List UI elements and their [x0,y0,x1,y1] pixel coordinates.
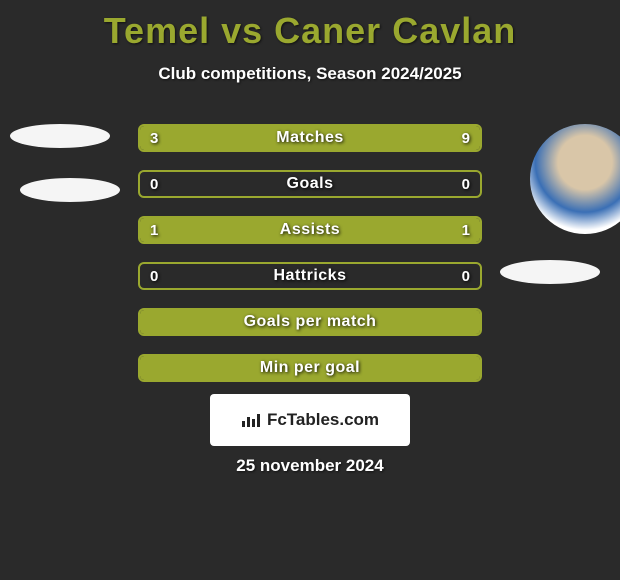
stat-value-right: 9 [462,126,470,150]
stat-row: Goals per match [138,308,482,336]
stat-value-left: 3 [150,126,158,150]
stat-value-left: 0 [150,172,158,196]
player-right-avatar [530,124,620,234]
stat-value-right: 0 [462,172,470,196]
stat-label: Hattricks [140,264,480,288]
branding-text: FcTables.com [267,410,379,430]
stat-value-left: 1 [150,218,158,242]
player-left-avatar-placeholder [10,124,110,148]
chart-icon [241,412,261,428]
page-title: Temel vs Caner Cavlan [0,0,620,52]
player-right-badge-placeholder [500,260,600,284]
stat-bars: Matches39Goals00Assists11Hattricks00Goal… [138,124,482,400]
stat-row: Min per goal [138,354,482,382]
stat-value-left: 0 [150,264,158,288]
stat-value-right: 0 [462,264,470,288]
branding-badge: FcTables.com [210,394,410,446]
stat-row: Goals0 0 [138,170,482,198]
stat-label: Min per goal [140,356,480,380]
date-label: 25 november 2024 [0,456,620,476]
stat-row: Matches3 9 [138,124,482,152]
page-subtitle: Club competitions, Season 2024/2025 [0,64,620,84]
stat-label: Assists [140,218,480,242]
stat-label: Goals per match [140,310,480,334]
stat-row: Hattricks0 0 [138,262,482,290]
stat-value-right: 1 [462,218,470,242]
player-left-badge-placeholder [20,178,120,202]
stat-label: Matches [140,126,480,150]
stat-row: Assists1 1 [138,216,482,244]
stat-label: Goals [140,172,480,196]
